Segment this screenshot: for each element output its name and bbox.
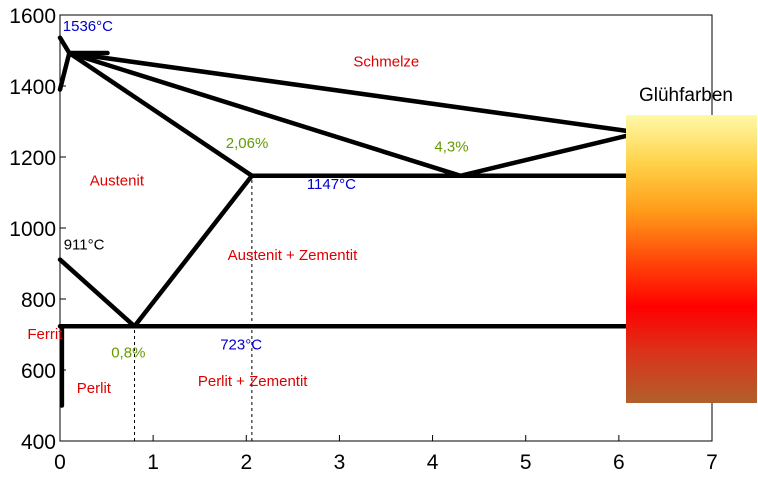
phase-boundary-line xyxy=(132,173,255,329)
annotation-label: 0,8% xyxy=(111,345,145,362)
x-tick-label: 6 xyxy=(613,451,625,474)
annotation-label: 911°C xyxy=(64,236,105,253)
x-tick-label: 5 xyxy=(520,451,532,474)
x-tick-label: 3 xyxy=(334,451,346,474)
annotation-label: Perlit xyxy=(77,380,112,397)
y-tick-label: 1000 xyxy=(9,218,56,241)
x-tick-label: 2 xyxy=(240,451,252,474)
y-tick-label: 600 xyxy=(21,360,56,383)
x-tick-label: 4 xyxy=(427,451,439,474)
annotation-label: Austenit + Zementit xyxy=(228,247,358,264)
x-tick-label: 7 xyxy=(706,451,718,474)
annotation-label: Perlit + Zementit xyxy=(198,373,308,390)
phase-boundary-line xyxy=(67,50,255,179)
annotation-label: Austenit xyxy=(90,172,145,189)
colorbar-title: Glühfarben xyxy=(639,85,733,106)
gluehfarben-colorbar xyxy=(626,115,757,403)
y-tick-label: 1200 xyxy=(9,147,56,170)
x-tick-label: 0 xyxy=(54,451,66,474)
annotation-label: 2,06% xyxy=(226,135,269,152)
phase-boundary-line xyxy=(57,257,137,329)
annotation-label: 1536°C xyxy=(63,18,113,35)
annotation-label: Schmelze xyxy=(353,53,419,70)
y-tick-label: 400 xyxy=(21,431,56,454)
annotation-label: 1147°C xyxy=(307,176,356,193)
y-tick-label: 1400 xyxy=(9,76,56,99)
y-tick-label: 1600 xyxy=(9,5,56,28)
annotation-label: Ferrit xyxy=(27,326,63,343)
annotation-label: 723°C xyxy=(220,336,262,353)
annotation-label: 4,3% xyxy=(434,139,468,156)
y-tick-label: 800 xyxy=(21,289,56,312)
x-tick-label: 1 xyxy=(147,451,159,474)
